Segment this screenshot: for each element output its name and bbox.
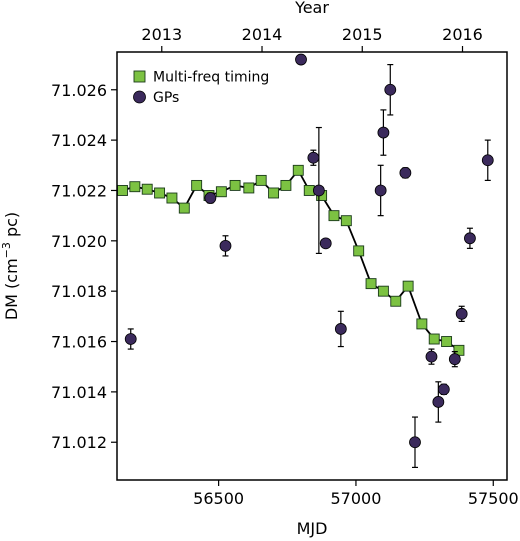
timing-line [122,168,460,352]
top-tick-label: 2015 [342,25,383,44]
gps-point [334,323,347,335]
timing-point [178,202,190,214]
x-tick-label: 57500 [468,489,519,508]
timing-point [166,192,178,204]
gps-point [399,166,412,179]
gps-point [204,192,217,204]
timing-point [215,186,227,198]
y-tick-label: 71.020 [51,232,107,251]
gps-point [437,383,450,396]
timing-point [365,278,377,290]
gps-point [319,237,332,250]
timing-point [328,210,340,222]
y-tick-label: 71.012 [51,433,107,452]
y-tick-label: 71.014 [51,383,107,402]
timing-point [402,280,414,292]
timing-point [353,245,365,257]
x-tick-label: 56500 [193,489,244,508]
gps-point [307,151,320,164]
legend-gps-marker [133,90,146,104]
timing-point [243,182,255,194]
gps-point [464,232,476,245]
timing-point [428,333,440,345]
timing-point [441,336,453,347]
top-tick-label: 2016 [442,25,483,44]
gps-point [481,154,494,167]
gps-point [432,396,445,408]
legend-gps-label: GPs [153,90,179,106]
legend: Multi-freq timing GPs [133,70,269,106]
timing-point [255,174,267,186]
gps-point [124,333,137,345]
plot-frame [116,51,508,481]
top-tick-label: 2014 [242,25,283,44]
timing-point [117,185,128,196]
y-axis-title-main: DM (cm [2,258,21,320]
top-axis-title: Year [294,0,329,17]
timing-point [129,181,141,193]
timing-point [154,187,166,199]
timing-point [340,215,352,227]
gps-point [448,353,461,366]
axis-ticks: 56500 57000 57500 71.012 71.014 71.016 71.018 7… [51,25,519,508]
gps-point [219,239,232,252]
timing-point [229,179,241,191]
legend-timing-marker [133,70,146,83]
x-axis-title: MJD [297,519,328,538]
timing-point [141,183,153,195]
gps-point [455,307,468,320]
gps-point [425,350,438,363]
timing-point [280,179,292,191]
y-tick-label: 71.018 [51,282,107,301]
gps-point [409,436,421,449]
y-axis-title-superscript: −3 [0,242,13,258]
y-axis-title-unit: pc) [2,212,21,242]
gps-point [312,184,325,197]
x-tick-label: 57000 [330,489,381,508]
gps-point [295,53,307,66]
timing-point [268,187,279,199]
legend-timing-label: Multi-freq timing [153,70,269,86]
gps-point [384,83,397,96]
gps-point [377,126,390,139]
timing-point [191,179,203,191]
top-tick-label: 2013 [141,25,182,44]
gps-point [374,184,387,197]
y-tick-label: 71.024 [51,131,107,150]
y-tick-label: 71.026 [51,81,107,100]
timing-point [390,295,402,307]
timing-point [292,164,304,176]
y-axis-title: DM (cm−3 pc) [0,212,21,320]
y-tick-label: 71.016 [51,333,107,352]
timing-point [416,318,428,330]
series-multi-freq-timing [117,164,465,356]
timing-point [377,285,389,297]
timing-point [303,185,315,196]
series-gps [124,53,494,469]
y-tick-label: 71.022 [51,181,107,200]
